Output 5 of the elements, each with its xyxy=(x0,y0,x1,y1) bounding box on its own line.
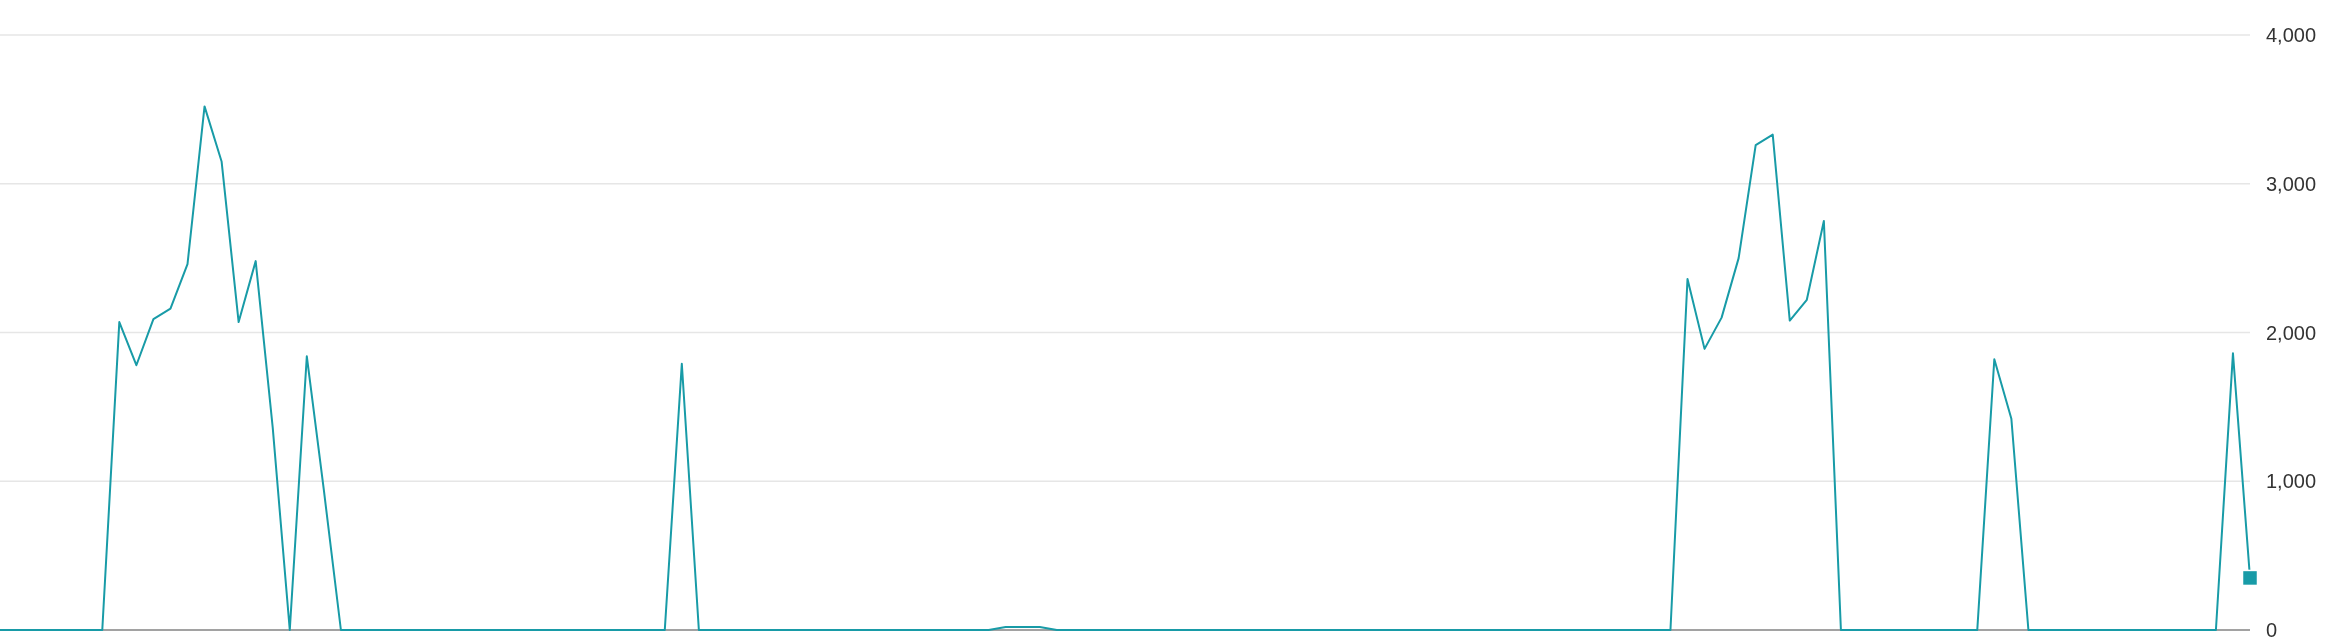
y-tick-label: 0 xyxy=(2266,619,2278,638)
y-tick-label: 3,000 xyxy=(2266,172,2317,195)
y-tick-label: 1,000 xyxy=(2266,470,2317,493)
y-tick-label: 2,000 xyxy=(2266,321,2317,344)
y-tick-label: 4,000 xyxy=(2266,24,2317,46)
